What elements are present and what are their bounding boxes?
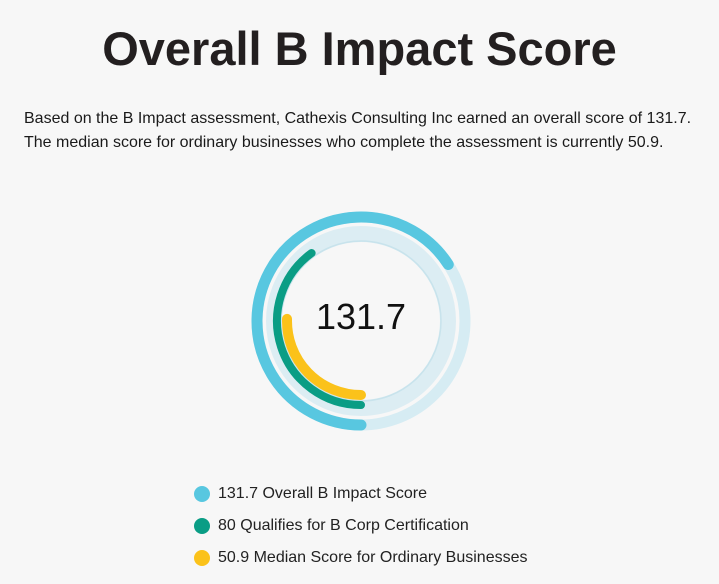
legend-dot-median (194, 550, 210, 566)
description-line-1: Based on the B Impact assessment, Cathex… (24, 110, 692, 127)
center-score-label: 131.7 (316, 296, 406, 337)
page-title: Overall B Impact Score (102, 22, 617, 75)
gauge-arcs (251, 211, 454, 431)
legend-item-certification: 80 Qualifies for B Corp Certification (194, 514, 594, 546)
legend-label-overall: 131.7 Overall B Impact Score (218, 485, 427, 502)
arc-overall (251, 211, 454, 431)
description-line-2: The median score for ordinary businesses… (24, 134, 664, 151)
legend-dot-overall (194, 486, 210, 502)
arc-median (282, 313, 366, 400)
score-gauge-chart: 131.7 (251, 211, 471, 431)
arc-certification (273, 249, 365, 409)
score-description: Based on the B Impact assessment, Cathex… (24, 107, 714, 155)
legend-item-median: 50.9 Median Score for Ordinary Businesse… (194, 546, 594, 578)
chart-legend: 131.7 Overall B Impact Score 80 Qualifie… (194, 482, 594, 578)
legend-item-overall: 131.7 Overall B Impact Score (194, 482, 594, 514)
legend-label-certification: 80 Qualifies for B Corp Certification (218, 517, 469, 534)
legend-label-median: 50.9 Median Score for Ordinary Businesse… (218, 549, 528, 566)
legend-dot-certification (194, 518, 210, 534)
